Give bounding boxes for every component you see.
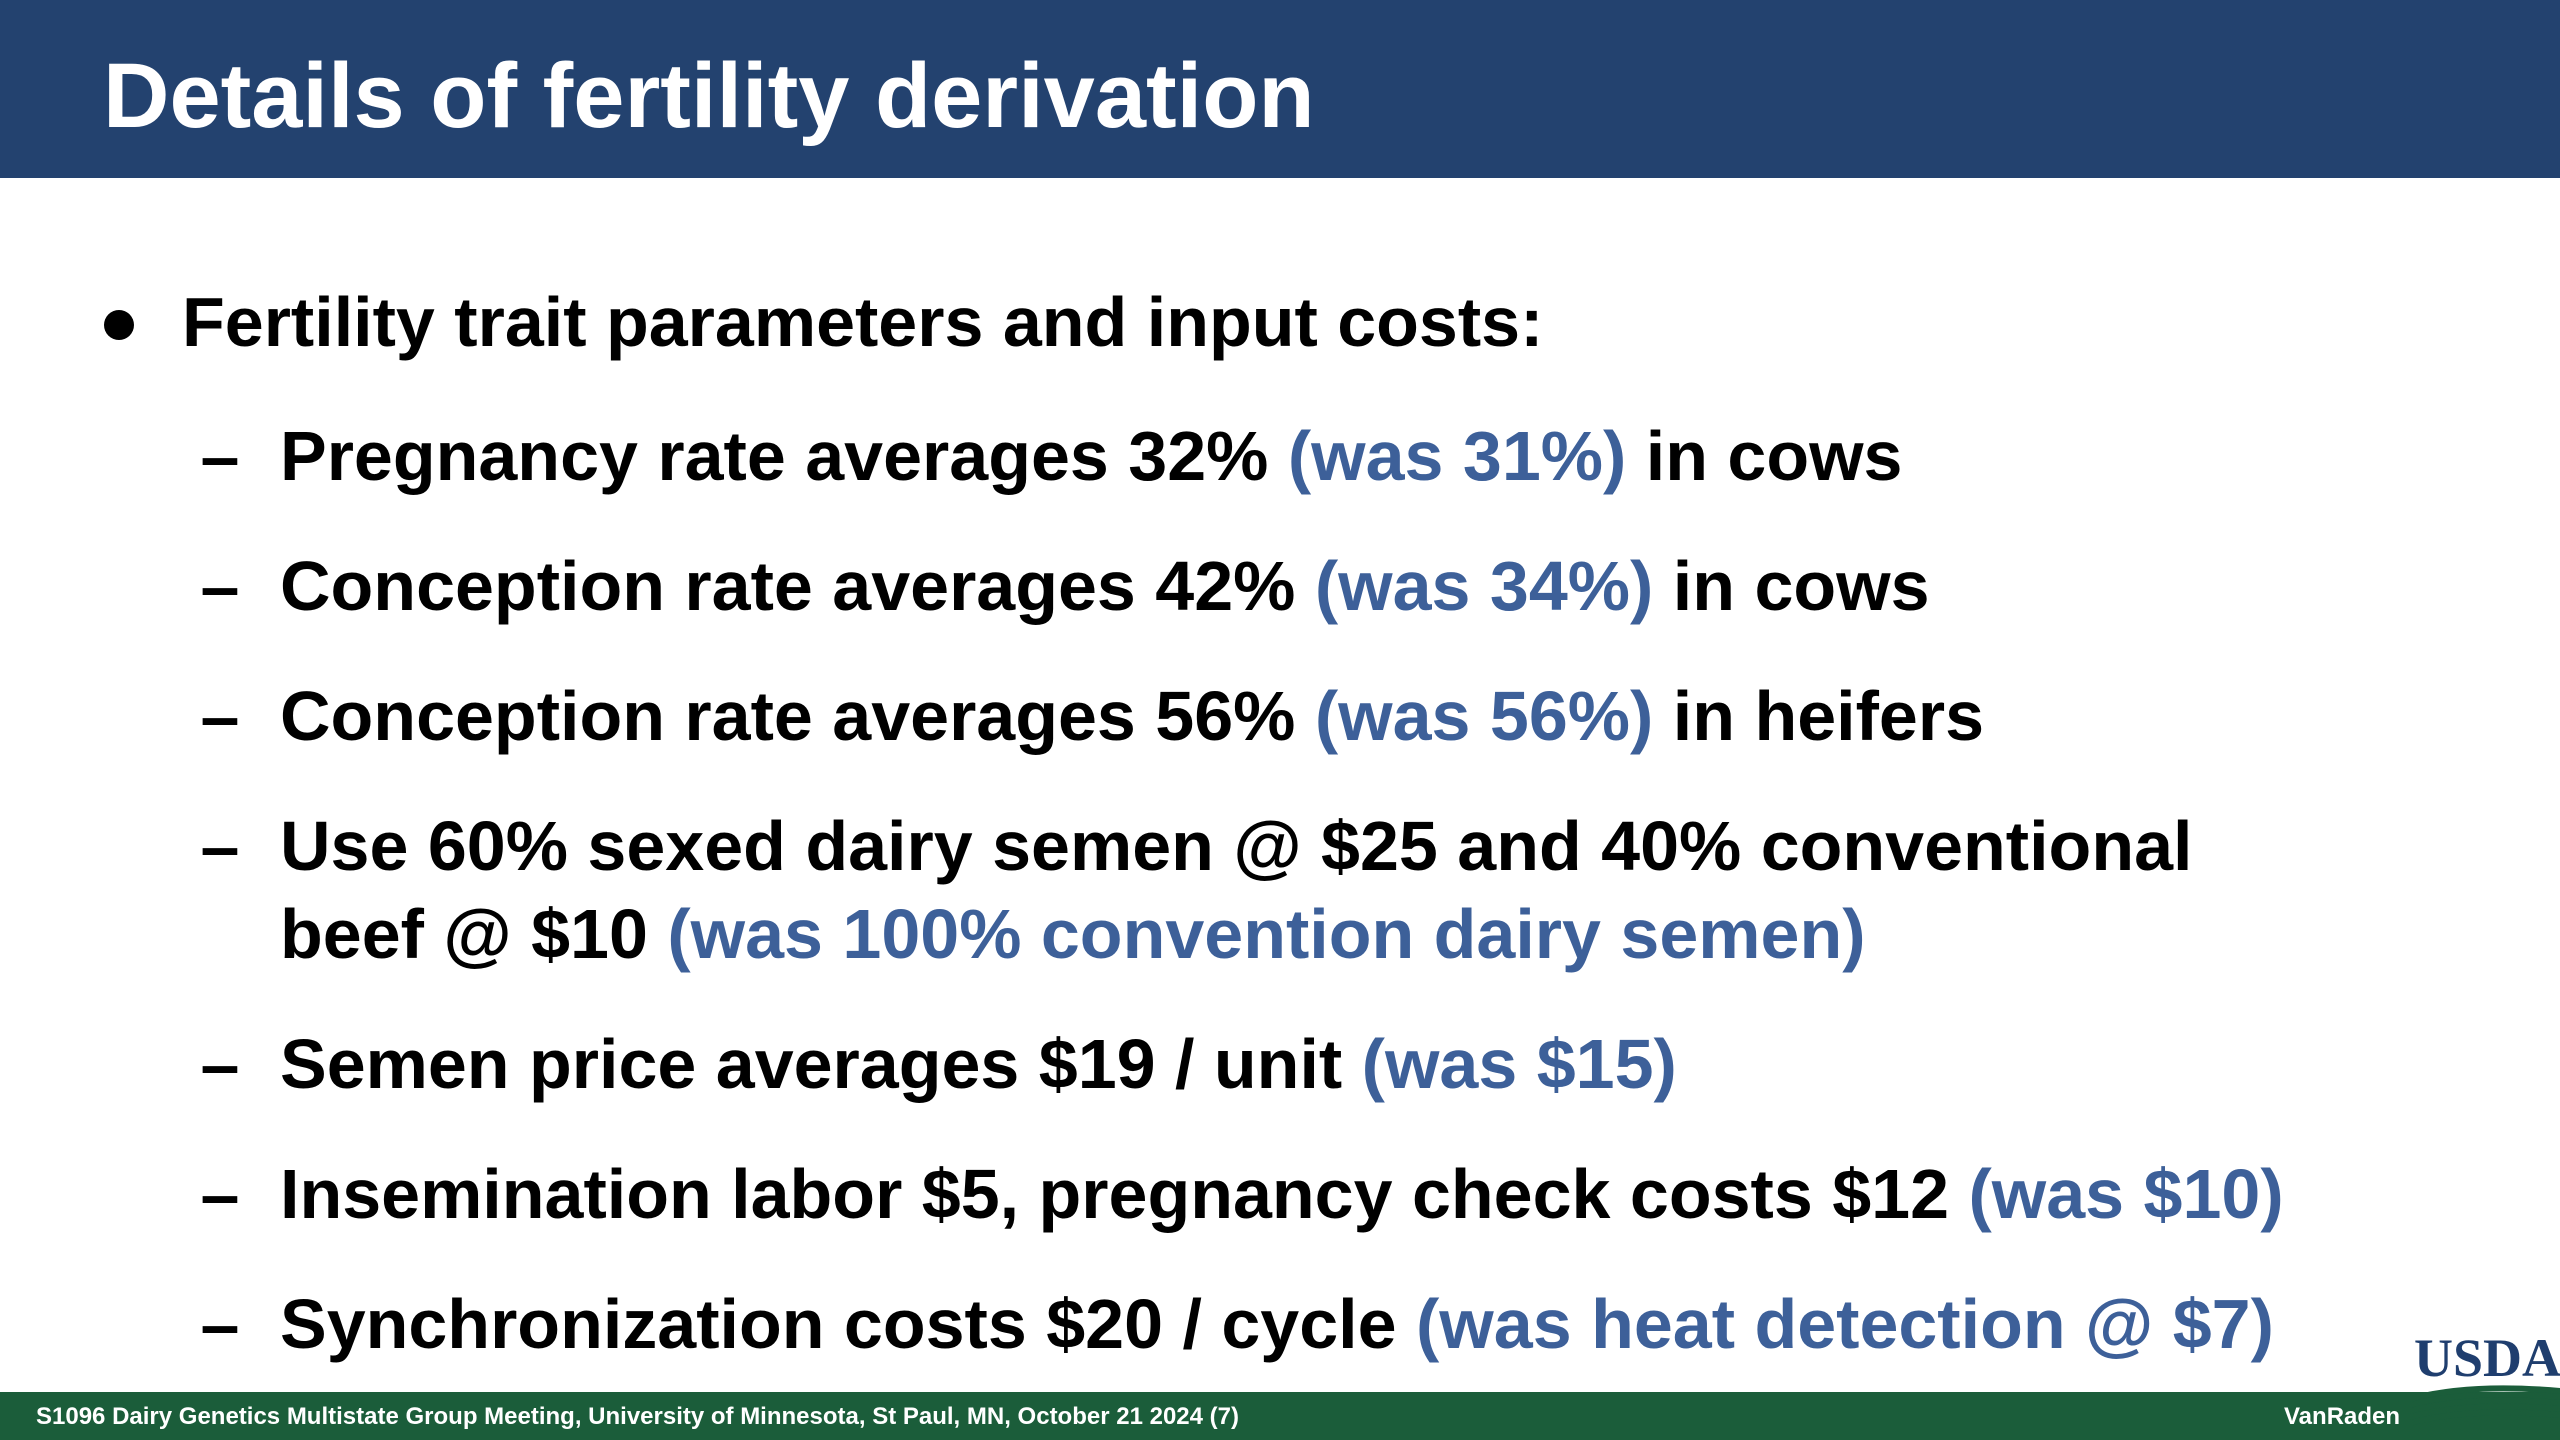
was-note: (was 34%) (1314, 547, 1654, 625)
usda-logo-text: USDA (2414, 1328, 2560, 1388)
dash-icon: – (200, 417, 240, 495)
dash-icon: – (200, 547, 240, 625)
sub-bullet-text: Semen price averages $19 / unit (280, 1025, 1362, 1103)
was-note: (was $15) (1361, 1025, 1677, 1103)
was-note: (was 31%) (1287, 417, 1627, 495)
footer-bar: S1096 Dairy Genetics Multistate Group Me… (0, 1392, 2560, 1440)
title-bar: Details of fertility derivation (0, 0, 2560, 178)
bullet-dot-icon (104, 310, 134, 340)
dash-icon: – (200, 1025, 240, 1103)
sub-bullet-suffix: in heifers (1653, 677, 1984, 755)
usda-logo-icon: USDA (2410, 1328, 2560, 1426)
was-note: (was 100% convention dairy semen) (667, 895, 1866, 973)
was-note: (was heat detection @ $7) (1416, 1285, 2274, 1363)
footer-text: S1096 Dairy Genetics Multistate Group Me… (36, 1403, 1239, 1430)
slide-title: Details of fertility derivation (103, 45, 1315, 147)
sub-bullet-suffix: in cows (1653, 547, 1930, 625)
sub-bullet-text: Conception rate averages 42% (280, 547, 1315, 625)
was-note: (was 56%) (1314, 677, 1654, 755)
sub-bullet-text: Pregnancy rate averages 32% (280, 417, 1288, 495)
main-bullet-text: Fertility trait parameters and input cos… (182, 283, 1544, 361)
dash-icon: – (200, 677, 240, 755)
sub-bullet-line2: beef @ $10 (280, 895, 668, 973)
dash-icon: – (200, 1155, 240, 1233)
sub-bullet-text: Conception rate averages 56% (280, 677, 1315, 755)
dash-icon: – (200, 807, 240, 885)
dash-icon: – (200, 1285, 240, 1363)
footer-author: VanRaden (2284, 1403, 2401, 1430)
was-note: (was $10) (1968, 1155, 2284, 1233)
sub-bullet-line1: Use 60% sexed dairy semen @ $25 and 40% … (280, 807, 2193, 885)
sub-bullet-text: Insemination labor $5, pregnancy check c… (280, 1155, 1969, 1233)
sub-bullet-suffix: in cows (1626, 417, 1903, 495)
sub-bullet-text: Synchronization costs $20 / cycle (280, 1285, 1416, 1363)
